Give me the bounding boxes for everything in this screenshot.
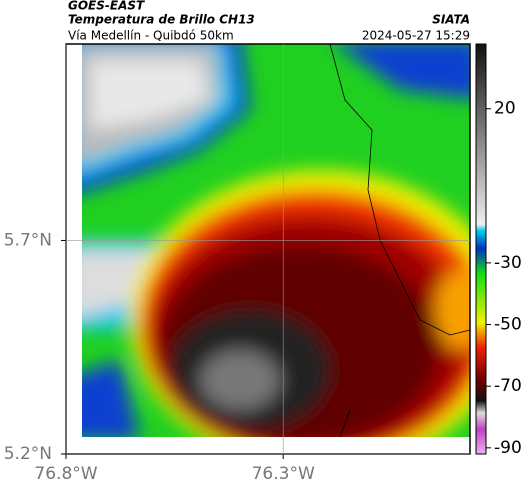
- timestamp: 2024-05-27 15:29: [362, 29, 470, 43]
- colorbar-tick-label: 20: [494, 99, 516, 119]
- colorbar-tick-label: -90: [494, 438, 522, 458]
- x-tick-label: 76.3°W: [252, 464, 315, 484]
- colorbar-tick-label: -70: [494, 376, 522, 396]
- colorbar-tick-label: -50: [494, 315, 522, 335]
- subtitle: Vía Medellín - Quibdó 50km: [68, 29, 234, 43]
- y-tick-label: 5.2°N: [4, 444, 52, 464]
- organization: SIATA: [432, 13, 470, 27]
- y-tick-label: 5.7°N: [4, 230, 52, 250]
- satellite-image: [82, 44, 470, 437]
- source: GOES-EAST: [68, 0, 145, 13]
- colorbar: [475, 43, 487, 455]
- border-line: [329, 43, 471, 438]
- title: Temperatura de Brillo CH13: [68, 13, 255, 27]
- colorbar-tick-label: -30: [494, 253, 522, 273]
- x-tick-label: 76.8°W: [34, 464, 97, 484]
